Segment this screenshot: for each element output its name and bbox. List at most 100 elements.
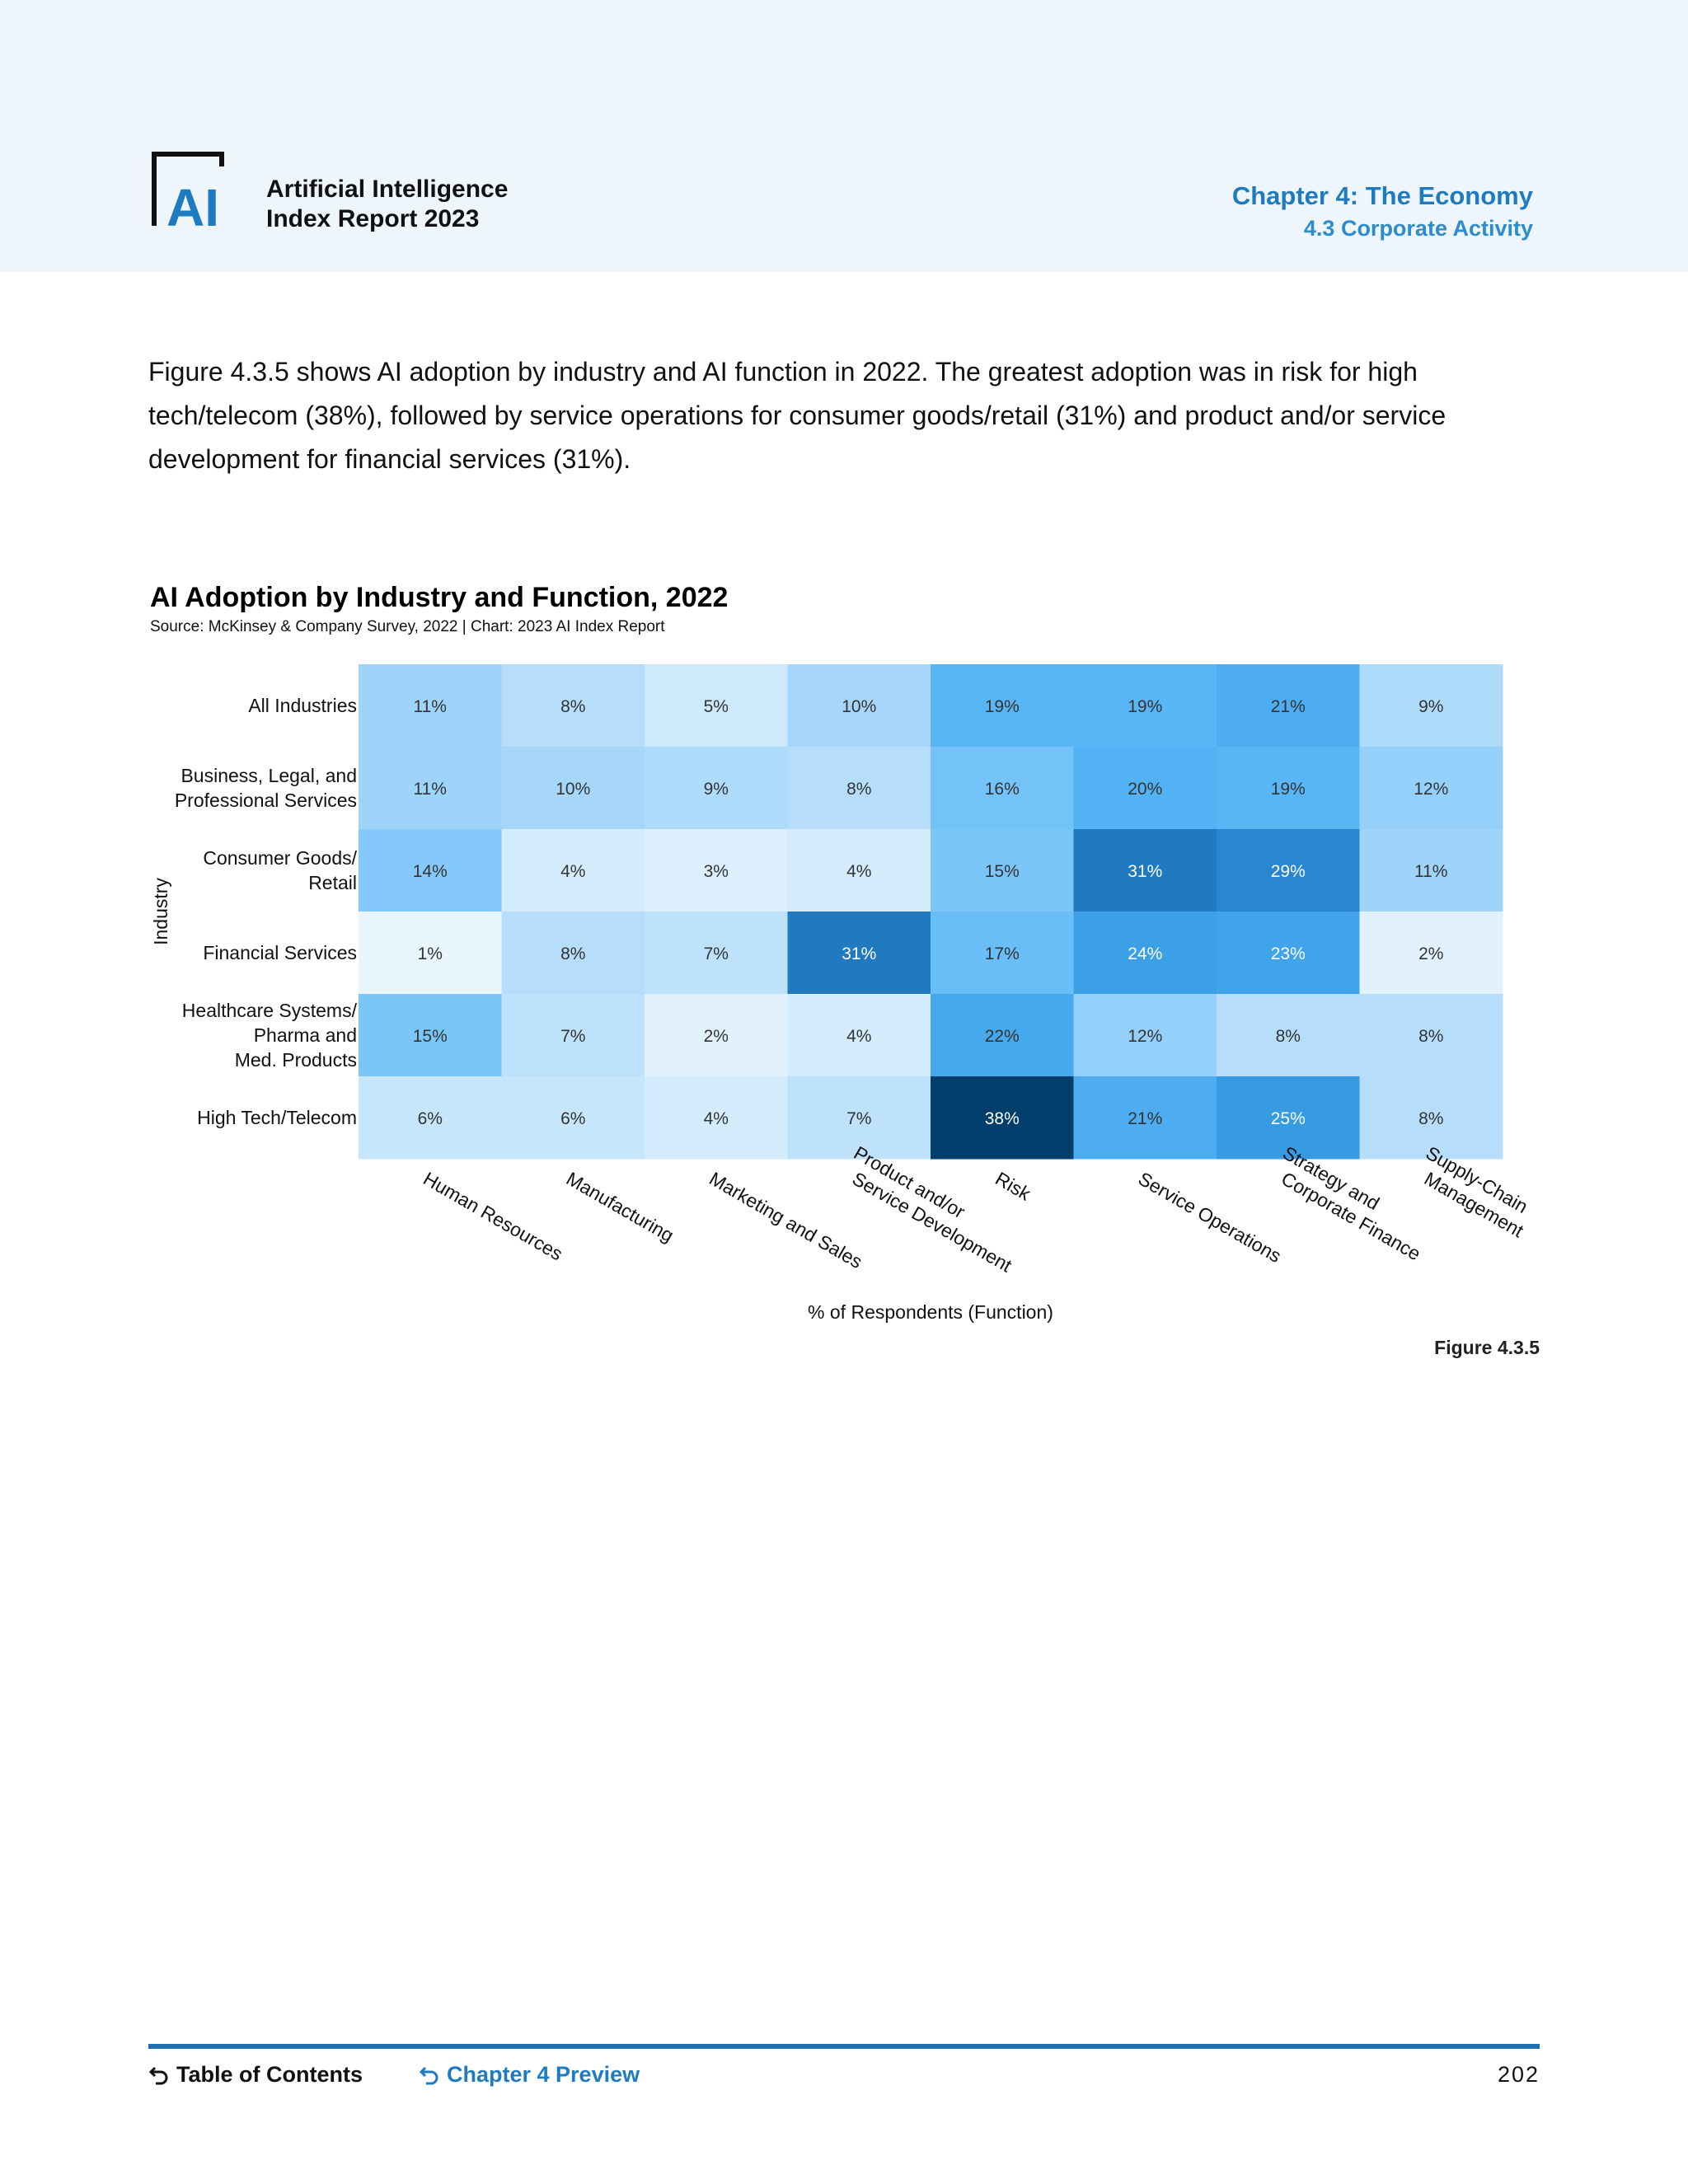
heatmap-cell [931,829,1074,912]
cell-value-label: 7% [704,944,729,963]
svg-text:Product and/orService Developm: Product and/orService Development [839,1141,1028,1276]
cell-value-label: 2% [1418,944,1443,963]
report-title-line1: Artificial Intelligence [266,176,509,203]
heatmap-cell [931,1076,1074,1160]
heatmap-cell [931,912,1074,995]
heatmap-cell [501,912,645,995]
svg-text:Service Operations: Service Operations [1135,1168,1285,1267]
section-title: 4.3 Corporate Activity [1303,216,1533,241]
x-tick-label: Marketing and Sales [706,1168,866,1272]
cell-value-label: 11% [1414,862,1447,881]
x-tick-label: Manufacturing [563,1168,678,1246]
heatmap-cell [787,1076,931,1160]
figure-label: Figure 4.3.5 [1434,1337,1540,1358]
heatmap-cell [645,994,788,1077]
chart-title: AI Adoption by Industry and Function, 20… [150,582,729,613]
heatmap-cell [645,912,788,995]
heatmap-cell [1073,912,1217,995]
return-arrow-icon [148,2066,168,2084]
heatmap-cell [1217,1076,1360,1160]
heatmap-cell [1359,1076,1503,1160]
cell-value-label: 8% [1276,1027,1301,1046]
x-tick-label: Strategy andCorporate Finance [1278,1141,1424,1264]
cell-value-label: 6% [418,1109,443,1128]
cell-value-label: 10% [556,780,590,799]
cell-value-label: 23% [1271,944,1306,963]
heatmap-cell [645,664,788,748]
cell-value-label: 5% [704,697,729,716]
y-tick-label: Business, Legal, and Professional Service… [175,765,357,811]
heatmap-cell [1073,1076,1217,1160]
heatmap-cell [1217,994,1360,1077]
return-arrow-icon [419,2066,438,2084]
y-tick-label: Consumer Goods/Retail [203,847,357,893]
svg-text:Manufacturing: Manufacturing [563,1168,678,1246]
heatmap-cell [501,664,645,748]
chart-source: Source: McKinsey & Company Survey, 2022 … [150,618,665,635]
heatmap-cell [501,747,645,830]
cell-value-label: 15% [413,1027,448,1046]
table-of-contents-link[interactable]: Table of Contents [148,2062,363,2088]
heatmap-cell [1359,912,1503,995]
cell-value-label: 1% [418,944,443,963]
heatmap-chart: 11% 8% 5% 10% 19% 19% 21% 9% 11% 10% 9% 8% 16% 20% 19%… [150,664,1531,1323]
cell-value-label: 19% [985,697,1020,716]
cell-value-label: 7% [846,1109,871,1128]
x-tick-label: Human Resources [420,1168,566,1265]
cell-value-label: 12% [1128,1027,1162,1046]
header-band [0,0,1688,272]
heatmap-cell [1359,664,1503,748]
heatmap-cell [1359,994,1503,1077]
ai-index-logo: AI [152,152,224,231]
heatmap-cell [1359,829,1503,912]
report-title: Artificial Intelligence Index Report 202… [266,175,508,234]
cell-value-label: 11% [414,697,447,716]
chapter-preview-link[interactable]: Chapter 4 Preview [419,2062,640,2088]
heatmap-cell [645,1076,788,1160]
heatmap-cell [359,829,502,912]
heatmap-cell [787,912,931,995]
svg-text:Risk: Risk [992,1168,1034,1205]
cell-value-label: 21% [1271,697,1306,716]
cell-value-label: 19% [1271,780,1306,799]
heatmap-cell [1217,912,1360,995]
heatmap-cell [931,994,1074,1077]
cell-value-label: 8% [560,697,585,716]
cell-value-label: 6% [560,1109,585,1128]
chapter-preview-label: Chapter 4 Preview [447,2062,640,2087]
x-tick-label: Risk [992,1168,1034,1205]
cell-value-label: 2% [704,1027,729,1046]
heatmap-cell [1073,747,1217,830]
y-axis-title: Industry [150,878,171,945]
footer-rule [148,2044,1540,2049]
heatmap-cell [787,829,931,912]
table-of-contents-label: Table of Contents [176,2062,363,2087]
cell-value-label: 3% [704,862,729,881]
chapter-title: Chapter 4: The Economy [1231,181,1533,210]
report-title-line2: Index Report 2023 [266,205,480,232]
cell-value-label: 11% [414,780,447,799]
heatmap-cell [1217,747,1360,830]
cell-value-label: 16% [985,780,1020,799]
svg-text:Marketing and Sales: Marketing and Sales [706,1168,866,1272]
cell-value-label: 8% [560,944,585,963]
heatmap-cell [787,664,931,748]
cell-value-label: 4% [704,1109,729,1128]
heatmap-cell [359,912,502,995]
heatmap-cell [1217,829,1360,912]
heatmap-cell [359,664,502,748]
cell-value-label: 17% [985,944,1020,963]
heatmap-cell [787,994,931,1077]
cell-value-label: 38% [985,1109,1020,1128]
cell-value-label: 7% [560,1027,585,1046]
cell-value-label: 4% [846,862,871,881]
cell-value-label: 8% [1418,1027,1443,1046]
cell-value-label: 8% [846,780,871,799]
heatmap-cell [645,747,788,830]
cell-value-label: 24% [1128,944,1162,963]
cell-value-label: 21% [1128,1109,1162,1128]
cell-value-label: 9% [1418,697,1443,716]
cell-value-label: 31% [842,944,876,963]
cell-value-label: 10% [842,697,876,716]
x-tick-label: Service Operations [1135,1168,1285,1267]
